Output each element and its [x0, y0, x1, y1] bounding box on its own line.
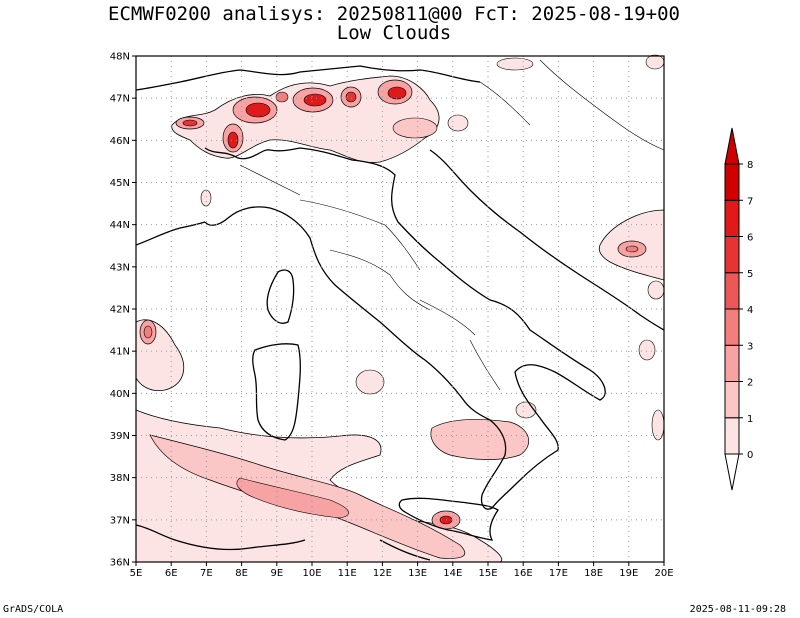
y-tick-label: 37N: [110, 515, 130, 526]
colorbar-segment: [724, 272, 740, 310]
y-tick-label: 43N: [110, 262, 130, 273]
y-tick-label: 44N: [110, 220, 130, 231]
y-tick-label: 38N: [110, 473, 130, 484]
x-tick-label: 11E: [338, 568, 357, 579]
x-tick-label: 10E: [302, 568, 321, 579]
x-tick-label: 14E: [443, 568, 462, 579]
y-tick-label: 42N: [110, 305, 130, 316]
footer-credit: GrADS/COLA: [3, 604, 64, 615]
colorbar-segment: [724, 163, 740, 201]
coastline: [135, 65, 665, 561]
colorbar-segment: [724, 417, 740, 455]
chart-title: ECMWF0200 analisys: 20250811@00 FcT: 202…: [108, 3, 680, 25]
colorbar-over-arrow: [724, 127, 740, 165]
cloud-field: [135, 54, 665, 563]
y-axis: 36N 37N 38N 39N 40N 41N 42N 43N 44N 45N 46N 47N 48N: [110, 52, 136, 569]
x-tick-label: 17E: [549, 568, 568, 579]
colorbar-under-arrow: [724, 453, 740, 491]
colorbar-label: 1: [747, 414, 753, 425]
x-axis: 5E 6E 7E 8E 9E 10E 11E 12E 13E 14E 15E 16E 17E 18E 19E…: [130, 562, 674, 579]
colorbar-label: 3: [747, 341, 753, 352]
lat-lon-grid: [136, 56, 664, 562]
colorbar-label: 7: [747, 196, 753, 207]
region-borders: [239, 59, 665, 391]
y-tick-label: 36N: [110, 558, 130, 569]
colorbar-label: 5: [747, 269, 753, 280]
x-tick-label: 19E: [619, 568, 638, 579]
x-tick-label: 16E: [514, 568, 533, 579]
colorbar-label: 2: [747, 378, 753, 389]
y-tick-label: 45N: [110, 178, 130, 189]
colorbar-label: 6: [747, 233, 753, 244]
colorbar-segment: [724, 308, 740, 346]
colorbar: 0 1 2 3 4 5 6 7 8: [724, 127, 753, 491]
footer-timestamp: 2025-08-11-09:28: [689, 604, 786, 615]
y-tick-label: 41N: [110, 347, 130, 358]
chart-subtitle: Low Clouds: [336, 22, 452, 44]
x-tick-label: 5E: [130, 568, 143, 579]
y-tick-label: 47N: [110, 94, 130, 105]
y-tick-label: 46N: [110, 136, 130, 147]
colorbar-segment: [724, 344, 740, 382]
colorbar-segment: [724, 199, 740, 237]
y-tick-label: 48N: [110, 52, 130, 63]
x-tick-label: 9E: [270, 568, 283, 579]
x-tick-label: 15E: [478, 568, 497, 579]
colorbar-label: 4: [747, 305, 753, 316]
colorbar-segment: [724, 236, 740, 274]
y-tick-label: 40N: [110, 389, 130, 400]
x-tick-label: 18E: [584, 568, 603, 579]
map-frame: [135, 55, 665, 563]
x-tick-label: 12E: [373, 568, 392, 579]
colorbar-label: 8: [747, 160, 753, 171]
x-tick-label: 6E: [165, 568, 178, 579]
colorbar-label: 0: [747, 450, 753, 461]
colorbar-segment: [724, 381, 740, 419]
x-tick-label: 13E: [408, 568, 427, 579]
x-tick-label: 20E: [654, 568, 673, 579]
x-tick-label: 8E: [235, 568, 248, 579]
y-tick-label: 39N: [110, 431, 130, 442]
x-tick-label: 7E: [200, 568, 213, 579]
